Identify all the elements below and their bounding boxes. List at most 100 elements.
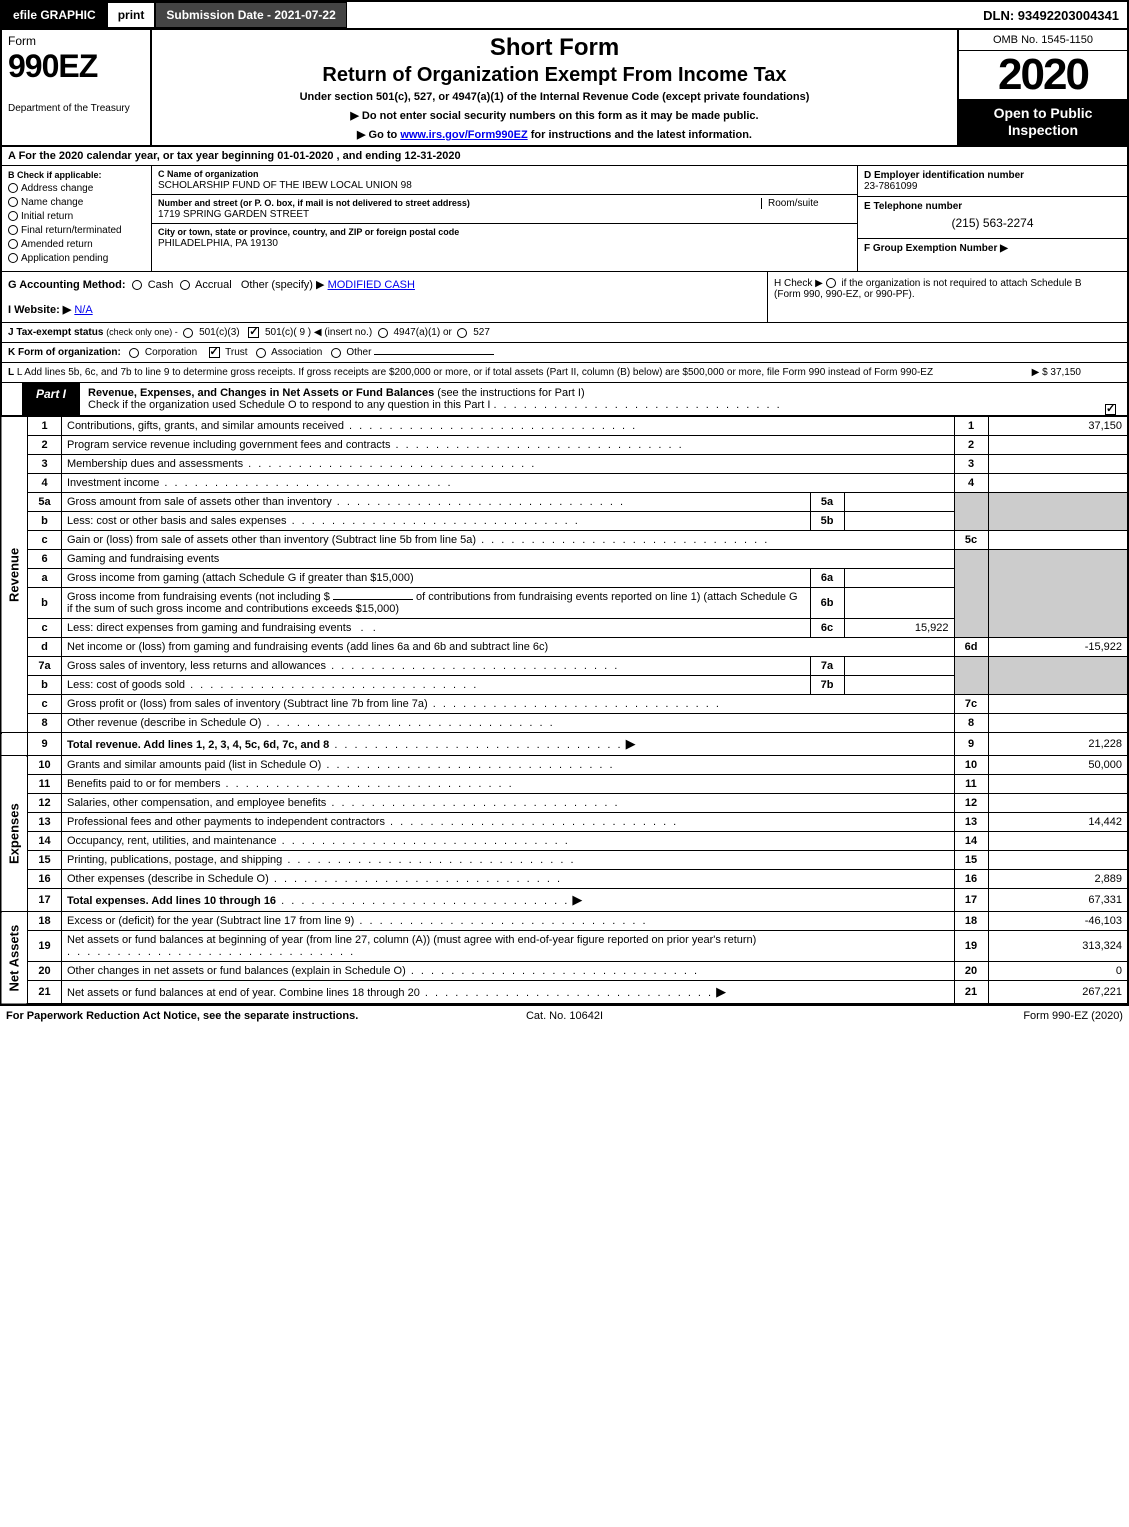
submission-date-button[interactable]: Submission Date - 2021-07-22 (155, 2, 346, 28)
footer-cat: Cat. No. 10642I (378, 1010, 750, 1022)
subtitle-1: Under section 501(c), 527, or 4947(a)(1)… (160, 91, 949, 103)
form-title: Return of Organization Exempt From Incom… (160, 64, 949, 87)
part-1-header: Part I Revenue, Expenses, and Changes in… (0, 383, 1129, 416)
print-button[interactable]: print (107, 2, 156, 28)
table-row: d Net income or (loss) from gaming and f… (1, 638, 1128, 657)
dln-label: DLN: 93492203004341 (983, 8, 1127, 23)
column-b: B Check if applicable: Address change Na… (2, 166, 152, 271)
table-row: 5a Gross amount from sale of assets othe… (1, 493, 1128, 512)
radio-icon[interactable] (331, 348, 341, 358)
opt-amended-return[interactable]: Amended return (8, 239, 145, 250)
radio-icon[interactable] (457, 328, 467, 338)
footer-right: Form 990-EZ (2020) (751, 1010, 1123, 1022)
f-tag: F Group Exemption Number ▶ (864, 243, 1008, 254)
opt-application-pending[interactable]: Application pending (8, 253, 145, 264)
table-row: 16 Other expenses (describe in Schedule … (1, 870, 1128, 889)
tax-year: 2020 (959, 51, 1127, 99)
form-meta-box: OMB No. 1545-1150 2020 Open to Public In… (957, 30, 1127, 145)
form-title-box: Short Form Return of Organization Exempt… (152, 30, 957, 145)
radio-icon (8, 211, 18, 221)
l-amount: ▶ $ 37,150 (1032, 367, 1081, 378)
row-g-h: G Accounting Method: Cash Accrual Other … (0, 272, 1129, 323)
radio-icon[interactable] (180, 280, 190, 290)
ein-value: 23-7861099 (864, 181, 917, 192)
h-post2: (Form 990, 990-EZ, or 990-PF). (774, 289, 915, 300)
part-title-text: Revenue, Expenses, and Changes in Net As… (88, 387, 434, 399)
form-id-box: Form 990EZ Department of the Treasury (2, 30, 152, 145)
j-hint: (check only one) - (106, 327, 178, 337)
top-bar: efile GRAPHIC print Submission Date - 20… (0, 0, 1129, 28)
irs-link[interactable]: www.irs.gov/Form990EZ (400, 129, 527, 141)
other-method-value: MODIFIED CASH (328, 279, 415, 291)
opt-address-change[interactable]: Address change (8, 183, 145, 194)
table-row: 3 Membership dues and assessments 3 (1, 455, 1128, 474)
row-k: K Form of organization: Corporation Trus… (0, 343, 1129, 363)
department-label: Department of the Treasury (8, 103, 144, 114)
i-label: I Website: ▶ (8, 304, 71, 316)
radio-icon[interactable] (183, 328, 193, 338)
table-row: 17 Total expenses. Add lines 10 through … (1, 889, 1128, 912)
checkbox-icon[interactable] (1105, 404, 1116, 415)
subtitle-3: ▶ Go to www.irs.gov/Form990EZ for instru… (160, 128, 949, 141)
city-tag: City or town, state or province, country… (158, 227, 459, 237)
radio-icon (8, 253, 18, 263)
e-tag: E Telephone number (864, 201, 962, 212)
table-row: Expenses 10 Grants and similar amounts p… (1, 756, 1128, 775)
sub3-pre: ▶ Go to (357, 129, 400, 141)
radio-icon (8, 183, 18, 193)
subtitle-2: ▶ Do not enter social security numbers o… (160, 109, 949, 122)
org-name-cell: C Name of organization SCHOLARSHIP FUND … (152, 166, 857, 195)
radio-icon[interactable] (132, 280, 142, 290)
radio-icon (8, 239, 18, 249)
website-value: N/A (74, 304, 92, 316)
page-footer: For Paperwork Reduction Act Notice, see … (0, 1005, 1129, 1026)
opt-initial-return[interactable]: Initial return (8, 211, 145, 222)
expenses-sidebar: Expenses (1, 756, 28, 912)
form-number: 990EZ (8, 48, 144, 85)
checkbox-icon[interactable] (209, 347, 220, 358)
checkbox-icon[interactable] (248, 327, 259, 338)
radio-icon[interactable] (129, 348, 139, 358)
form-word: Form (8, 34, 144, 48)
g-label: G Accounting Method: (8, 279, 126, 291)
table-row: 8 Other revenue (describe in Schedule O)… (1, 714, 1128, 733)
table-row: 20 Other changes in net assets or fund b… (1, 962, 1128, 981)
info-block: B Check if applicable: Address change Na… (0, 166, 1129, 272)
table-row: 15 Printing, publications, postage, and … (1, 851, 1128, 870)
j-label: J Tax-exempt status (8, 327, 103, 338)
org-name: SCHOLARSHIP FUND OF THE IBEW LOCAL UNION… (158, 180, 412, 191)
table-row: 12 Salaries, other compensation, and emp… (1, 794, 1128, 813)
org-city-cell: City or town, state or province, country… (152, 224, 857, 252)
radio-icon (8, 197, 18, 207)
table-row: 2 Program service revenue including gove… (1, 436, 1128, 455)
table-row: 6 Gaming and fundraising events (1, 550, 1128, 569)
form-header: Form 990EZ Department of the Treasury Sh… (0, 28, 1129, 147)
part-hint: (see the instructions for Part I) (437, 387, 584, 399)
table-row: c Gross profit or (loss) from sales of i… (1, 695, 1128, 714)
part-tab: Part I (22, 383, 80, 415)
netassets-sidebar: Net Assets (1, 912, 28, 1005)
k-label: K Form of organization: (8, 347, 121, 358)
opt-name-change[interactable]: Name change (8, 197, 145, 208)
inspection-notice: Open to Public Inspection (959, 99, 1127, 145)
radio-icon[interactable] (256, 348, 266, 358)
part-title: Revenue, Expenses, and Changes in Net As… (80, 383, 1102, 415)
table-row: 9 Total revenue. Add lines 1, 2, 3, 4, 5… (1, 733, 1128, 756)
row-a-tax-year: A For the 2020 calendar year, or tax yea… (0, 147, 1129, 166)
b-label: B Check if applicable: (8, 170, 145, 180)
radio-icon[interactable] (826, 278, 836, 288)
addr-tag: Number and street (or P. O. box, if mail… (158, 198, 470, 208)
part1-table: Revenue 1 Contributions, gifts, grants, … (0, 416, 1129, 1005)
opt-final-return[interactable]: Final return/terminated (8, 225, 145, 236)
c-name-tag: C Name of organization (158, 169, 259, 179)
row-l: ▶ $ 37,150 L L Add lines 5b, 6c, and 7b … (0, 363, 1129, 383)
radio-icon[interactable] (378, 328, 388, 338)
org-address-cell: Room/suite Number and street (or P. O. b… (152, 195, 857, 224)
table-row: Revenue 1 Contributions, gifts, grants, … (1, 417, 1128, 436)
org-address: 1719 SPRING GARDEN STREET (158, 209, 309, 220)
efile-button[interactable]: efile GRAPHIC (2, 2, 107, 28)
accounting-method: G Accounting Method: Cash Accrual Other … (2, 272, 767, 322)
ein-cell: D Employer identification number 23-7861… (858, 166, 1127, 197)
table-row: 14 Occupancy, rent, utilities, and maint… (1, 832, 1128, 851)
table-row: 13 Professional fees and other payments … (1, 813, 1128, 832)
